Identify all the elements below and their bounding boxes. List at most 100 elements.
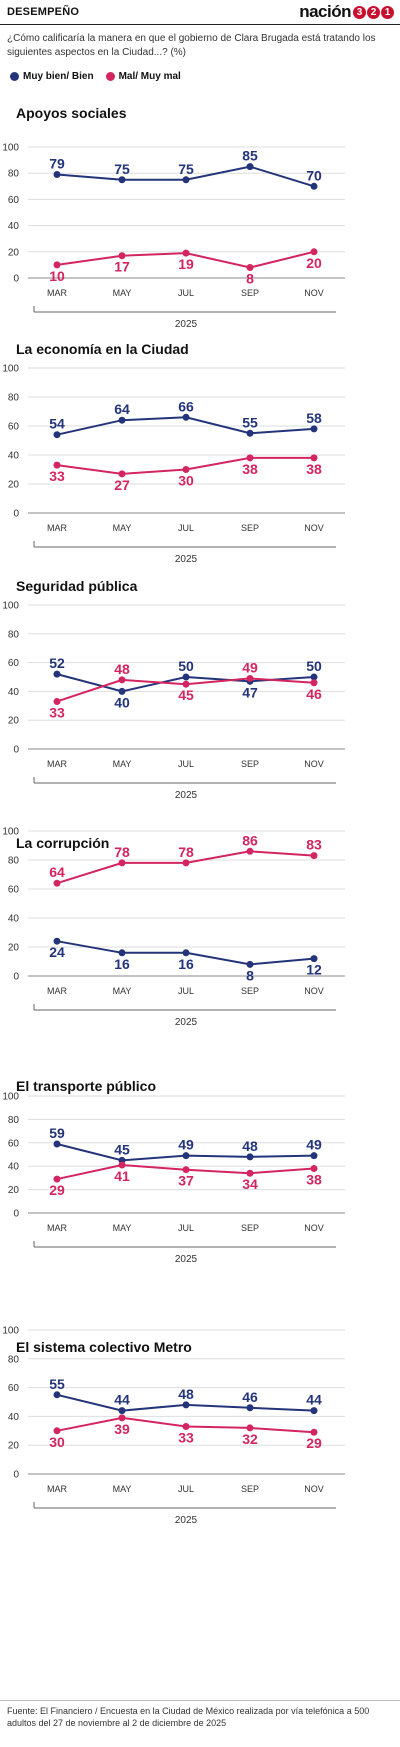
data-point xyxy=(53,1391,61,1399)
data-point xyxy=(310,673,318,681)
year-label: 2025 xyxy=(175,1254,198,1265)
data-point xyxy=(118,1407,126,1415)
y-tick-label: 100 xyxy=(2,1326,19,1337)
x-tick-label: SEP xyxy=(241,1223,259,1233)
x-tick-label: NOV xyxy=(304,759,324,769)
data-point xyxy=(182,466,190,473)
data-point xyxy=(310,182,318,190)
y-tick-label: 20 xyxy=(8,247,20,258)
x-tick-label: JUL xyxy=(178,1223,194,1233)
y-tick-label: 60 xyxy=(8,195,20,206)
y-tick-label: 80 xyxy=(8,856,20,867)
data-point xyxy=(310,248,318,256)
year-label: 2025 xyxy=(175,1017,198,1028)
data-point xyxy=(53,261,61,269)
data-point xyxy=(182,1166,190,1174)
data-label: 8 xyxy=(246,967,254,983)
data-point xyxy=(310,1165,318,1173)
footer-divider xyxy=(0,1700,400,1701)
section-label: DESEMPEÑO xyxy=(7,6,80,18)
y-tick-label: 80 xyxy=(8,169,20,180)
data-label: 44 xyxy=(306,1392,322,1408)
y-tick-label: 20 xyxy=(8,1185,20,1196)
y-tick-label: 100 xyxy=(2,364,19,375)
y-tick-label: 40 xyxy=(8,1162,20,1173)
year-label: 2025 xyxy=(175,1515,198,1526)
data-label: 19 xyxy=(178,256,194,272)
y-tick-label: 20 xyxy=(8,480,20,491)
y-tick-label: 20 xyxy=(8,716,20,727)
data-label: 32 xyxy=(242,1431,258,1447)
x-tick-label: SEP xyxy=(241,759,259,769)
data-label: 48 xyxy=(242,1138,258,1154)
data-point xyxy=(118,1161,126,1169)
chart-title: El sistema colectivo Metro xyxy=(16,1339,192,1355)
chart-title: La corrupción xyxy=(16,835,109,851)
x-tick-label: SEP xyxy=(241,986,259,996)
data-point xyxy=(182,1401,190,1409)
brand-digit: 3 xyxy=(353,5,366,19)
y-tick-label: 40 xyxy=(8,687,20,698)
brand-digit: 2 xyxy=(367,5,380,19)
x-tick-label: MAY xyxy=(113,1223,132,1233)
x-tick-label: NOV xyxy=(304,1223,324,1233)
data-point xyxy=(246,1424,254,1432)
data-label: 48 xyxy=(178,1386,194,1402)
chart-title: La economía en la Ciudad xyxy=(16,341,189,357)
data-point xyxy=(118,176,126,184)
y-tick-label: 80 xyxy=(8,629,20,640)
x-tick-label: MAY xyxy=(113,523,132,533)
data-point xyxy=(246,960,254,968)
data-point xyxy=(53,670,61,678)
data-point xyxy=(118,470,126,478)
data-point xyxy=(53,431,61,439)
data-label: 33 xyxy=(49,704,65,720)
data-label: 52 xyxy=(49,655,65,671)
brand-wordmark: nación xyxy=(299,2,351,21)
chart-title: Seguridad pública xyxy=(16,578,138,594)
y-tick-label: 100 xyxy=(2,827,19,838)
y-tick-label: 40 xyxy=(8,451,20,462)
data-point xyxy=(310,852,318,860)
x-tick-label: JUL xyxy=(178,1484,194,1494)
data-point xyxy=(53,1140,61,1148)
x-tick-label: MAR xyxy=(47,1484,68,1494)
data-point xyxy=(182,249,190,257)
x-tick-label: MAY xyxy=(113,759,132,769)
data-label: 29 xyxy=(306,1435,322,1451)
y-tick-label: 40 xyxy=(8,221,20,232)
data-point xyxy=(118,949,126,957)
data-label: 49 xyxy=(242,659,258,675)
y-tick-label: 80 xyxy=(8,393,20,404)
data-label: 86 xyxy=(242,832,258,848)
data-label: 70 xyxy=(306,167,322,183)
data-point xyxy=(246,674,254,682)
x-tick-label: MAY xyxy=(113,1484,132,1494)
x-tick-label: MAR xyxy=(47,288,68,298)
data-label: 48 xyxy=(114,661,130,677)
y-tick-label: 80 xyxy=(8,1354,20,1365)
data-point xyxy=(246,1169,254,1177)
x-tick-label: JUL xyxy=(178,523,194,533)
data-point xyxy=(118,859,126,867)
data-label: 50 xyxy=(306,658,322,674)
page-header: DESEMPEÑO nación 3 2 1 xyxy=(0,0,400,25)
data-label: 50 xyxy=(178,658,194,674)
legend-dot-icon xyxy=(105,72,115,81)
y-tick-label: 100 xyxy=(2,143,19,154)
x-tick-label: MAR xyxy=(47,1223,68,1233)
data-label: 29 xyxy=(49,1182,65,1198)
survey-question: ¿Cómo calificaría la manera en que el go… xyxy=(7,33,376,58)
data-point xyxy=(246,847,254,855)
data-label: 41 xyxy=(114,1168,130,1184)
year-label: 2025 xyxy=(175,319,198,330)
data-label: 85 xyxy=(242,148,258,164)
data-point xyxy=(53,461,61,469)
x-tick-label: JUL xyxy=(178,288,194,298)
y-tick-label: 0 xyxy=(13,1470,19,1481)
data-point xyxy=(310,1428,318,1436)
y-tick-label: 20 xyxy=(8,943,20,954)
data-label: 59 xyxy=(49,1125,65,1141)
y-tick-label: 60 xyxy=(8,885,20,896)
data-point xyxy=(246,264,254,272)
